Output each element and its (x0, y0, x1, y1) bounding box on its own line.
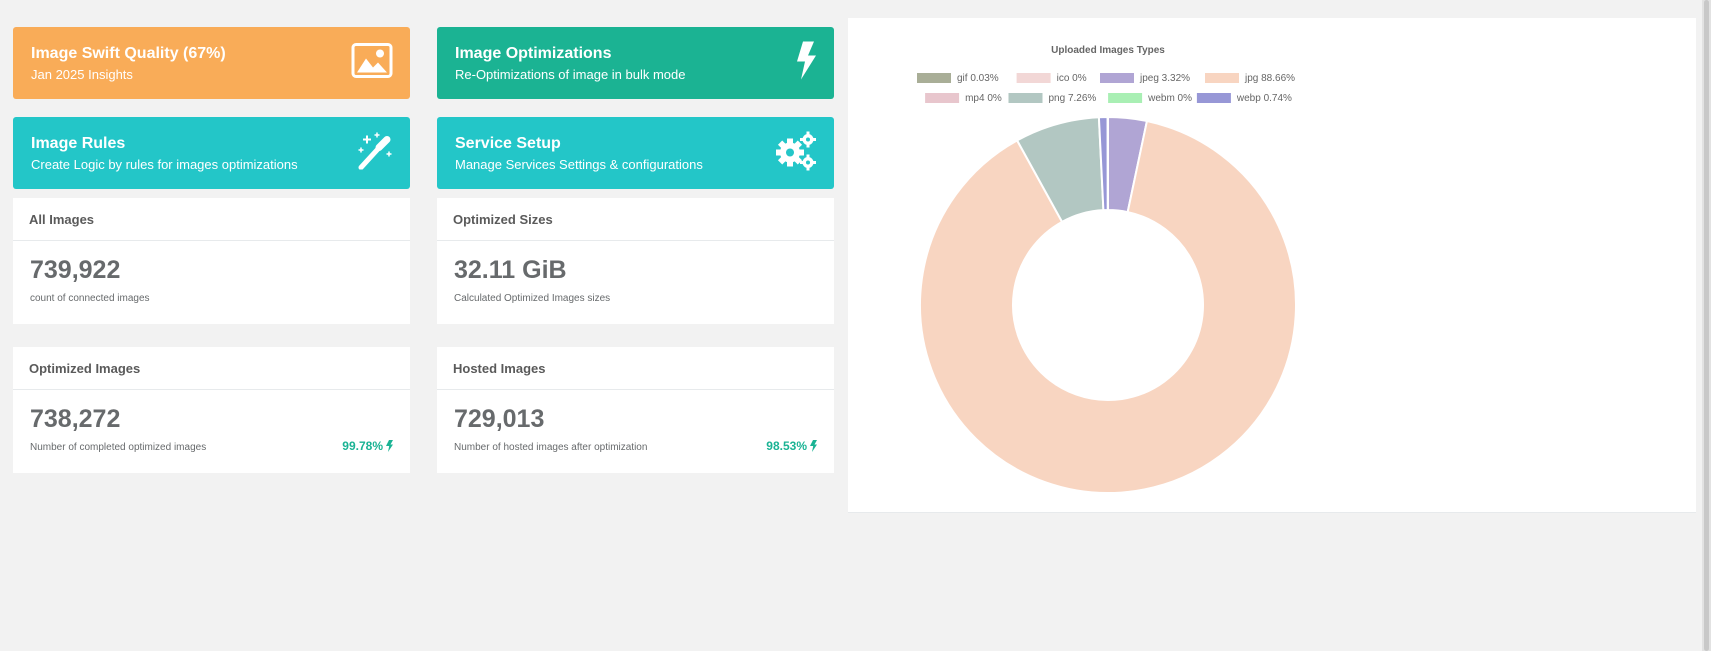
hosted-images-percent-value: 98.53% (766, 439, 807, 453)
service-setup-subtitle: Manage Services Settings & configuration… (455, 157, 703, 172)
legend-label-webp: webp 0.74% (1236, 93, 1292, 104)
magic-wand-icon (357, 132, 393, 175)
legend-item-webm[interactable]: webm 0% (1108, 93, 1192, 104)
service-setup-tile[interactable]: Service Setup Manage Services Settings &… (437, 117, 834, 189)
legend-label-gif: gif 0.03% (957, 73, 999, 84)
optimized-images-title: Optimized Images (13, 347, 410, 390)
optimized-sizes-card: Optimized Sizes 32.11 GiB Calculated Opt… (437, 198, 834, 324)
legend-label-jpeg: jpeg 3.32% (1139, 73, 1190, 84)
bolt-icon (795, 41, 817, 85)
legend-swatch-gif (917, 73, 951, 83)
image-quality-tile[interactable]: Image Swift Quality (67%) Jan 2025 Insig… (13, 27, 410, 99)
service-setup-title: Service Setup (455, 135, 561, 152)
legend-swatch-webm (1108, 93, 1143, 103)
image-quality-subtitle: Jan 2025 Insights (31, 67, 133, 82)
image-optimizations-title: Image Optimizations (455, 45, 612, 62)
optimized-sizes-title: Optimized Sizes (437, 198, 834, 241)
page-scrollbar[interactable] (1702, 0, 1711, 651)
legend-item-gif[interactable]: gif 0.03% (917, 73, 999, 84)
all-images-card: All Images 739,922 count of connected im… (13, 198, 410, 324)
all-images-value: 739,922 (30, 256, 121, 284)
legend-item-jpeg[interactable]: jpeg 3.32% (1100, 73, 1190, 84)
optimized-images-value: 738,272 (30, 405, 121, 433)
optimized-sizes-value: 32.11 GiB (454, 256, 567, 284)
hosted-images-desc: Number of hosted images after optimizati… (454, 442, 648, 453)
legend-item-mp4[interactable]: mp4 0% (925, 93, 1002, 104)
chart-title: Uploaded Images Types (1051, 45, 1165, 56)
image-rules-subtitle: Create Logic by rules for images optimiz… (31, 157, 298, 172)
hosted-images-card: Hosted Images 729,013 Number of hosted i… (437, 347, 834, 473)
legend-label-jpg: jpg 88.66% (1244, 73, 1295, 84)
image-quality-title: Image Swift Quality (67%) (31, 45, 226, 62)
legend-label-webm: webm 0% (1147, 93, 1192, 104)
gears-icon (775, 131, 817, 176)
legend-item-jpg[interactable]: jpg 88.66% (1205, 73, 1295, 84)
optimized-images-desc: Number of completed optimized images (30, 442, 207, 453)
legend-label-mp4: mp4 0% (965, 93, 1002, 104)
image-optimizations-tile[interactable]: Image Optimizations Re-Optimizations of … (437, 27, 834, 99)
hosted-images-value: 729,013 (454, 405, 545, 433)
legend-swatch-png (1008, 93, 1043, 103)
legend-label-png: png 7.26% (1049, 93, 1097, 104)
image-types-donut-chart: Uploaded Images Types gif 0.03% ico 0% jpe… (917, 45, 1297, 494)
image-rules-tile[interactable]: Image Rules Create Logic by rules for im… (13, 117, 410, 189)
bolt-icon (386, 440, 393, 452)
legend-item-webp[interactable]: webp 0.74% (1196, 93, 1292, 104)
hosted-images-percent: 98.53% (766, 439, 817, 453)
chart-slices (919, 115, 1297, 494)
all-images-desc: count of connected images (30, 293, 150, 304)
all-images-title: All Images (13, 198, 410, 241)
bolt-icon (810, 440, 817, 452)
optimized-sizes-desc: Calculated Optimized Images sizes (454, 293, 611, 304)
image-optimizations-subtitle: Re-Optimizations of image in bulk mode (455, 67, 686, 82)
legend-label-ico: ico 0% (1057, 73, 1087, 84)
optimized-images-percent-value: 99.78% (342, 439, 383, 453)
legend-item-png[interactable]: png 7.26% (1008, 93, 1097, 104)
chart-legend: gif 0.03% ico 0% jpeg 3.32% jpg 88.66% mp4 0… (917, 73, 1295, 104)
legend-item-ico[interactable]: ico 0% (1016, 73, 1087, 84)
legend-swatch-ico (1016, 73, 1051, 83)
image-icon (351, 43, 393, 84)
slice-jpg[interactable] (919, 119, 1297, 494)
image-rules-title: Image Rules (31, 135, 126, 152)
scrollbar-thumb[interactable] (1704, 0, 1709, 651)
hosted-images-title: Hosted Images (437, 347, 834, 390)
legend-swatch-webp (1196, 93, 1231, 103)
image-types-chart-panel: Uploaded Images Types gif 0.03% ico 0% jpe… (848, 18, 1696, 513)
legend-swatch-jpeg (1100, 73, 1134, 83)
optimized-images-card: Optimized Images 738,272 Number of compl… (13, 347, 410, 473)
optimized-images-percent: 99.78% (342, 439, 393, 453)
legend-swatch-jpg (1205, 73, 1239, 83)
legend-swatch-mp4 (925, 93, 960, 103)
